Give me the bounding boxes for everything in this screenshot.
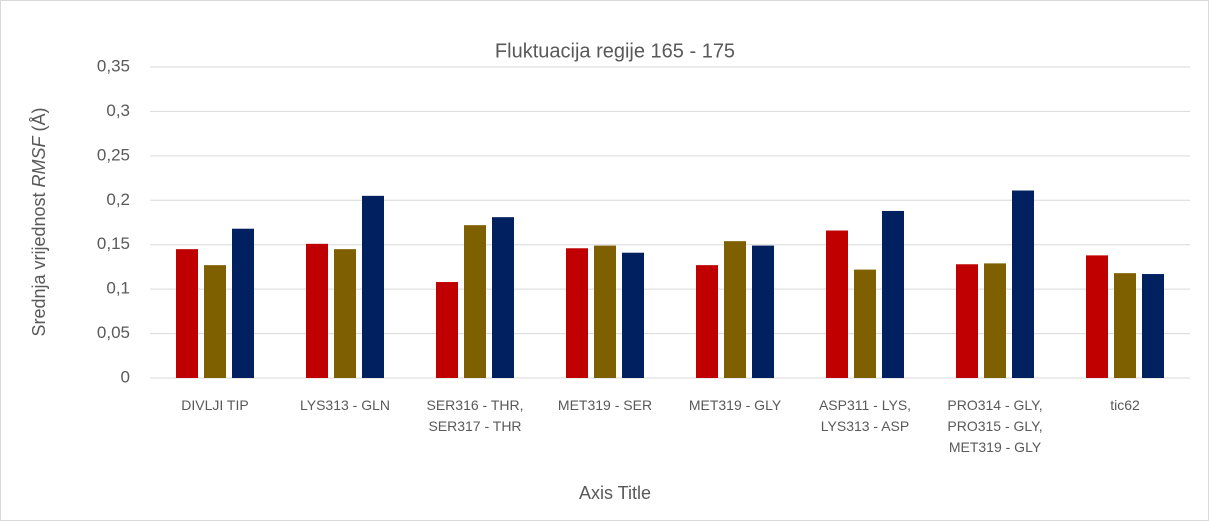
y-tick-label: 0,2: [106, 190, 130, 209]
bar: [696, 265, 718, 378]
bar: [176, 249, 198, 378]
bar: [882, 210, 904, 378]
y-tick-label: 0,25: [97, 145, 130, 164]
y-tick-label: 0,15: [97, 234, 130, 253]
x-tick-label: ASP311 - LYS, LYS313 - ASP: [818, 397, 912, 434]
bar: [306, 243, 328, 378]
bar: [594, 245, 616, 378]
bar: [204, 265, 226, 378]
bar: [232, 228, 254, 378]
bar: [622, 252, 644, 378]
y-tick-label: 0,1: [106, 279, 130, 298]
x-tick-label: tic62: [1110, 397, 1140, 413]
y-axis-title-part: Srednja vrijednost: [29, 187, 49, 336]
bar: [724, 241, 746, 378]
y-tick-label: 0,3: [106, 101, 130, 120]
bar: [362, 195, 384, 378]
x-tick-label: MET319 - GLY: [688, 397, 782, 413]
x-tick-label: DIVLJI TIP: [181, 397, 249, 413]
bar: [1142, 274, 1164, 378]
x-tick-label: PRO314 - GLY, PRO315 - GLY, MET319 - GLY: [947, 397, 1043, 455]
bar: [492, 217, 514, 378]
bar: [854, 269, 876, 378]
x-tick-label: MET319 - SER: [557, 397, 653, 413]
x-tick-label: SER316 - THR, SER317 - THR: [426, 397, 524, 434]
y-tick-label: 0: [121, 367, 130, 386]
bar: [436, 282, 458, 378]
x-axis-title: Axis Title: [579, 483, 651, 503]
bar: [752, 245, 774, 378]
y-axis-title-part: (Å): [29, 107, 49, 136]
y-axis-title-part: RMSF: [29, 135, 49, 187]
chart-title: Fluktuacija regije 165 - 175: [495, 40, 735, 62]
bar: [1012, 190, 1034, 378]
bar: [1086, 255, 1108, 378]
x-tick-label: LYS313 - GLN: [299, 397, 390, 413]
bar: [566, 248, 588, 378]
y-tick-label: 0,35: [97, 56, 130, 75]
y-axis-title: Srednja vrijednost RMSF (Å): [29, 107, 49, 336]
bar: [464, 225, 486, 378]
bar: [334, 249, 356, 378]
bar: [826, 230, 848, 378]
y-tick-label: 0,05: [97, 323, 130, 342]
bar: [984, 263, 1006, 378]
bar: [1114, 273, 1136, 378]
bar: [956, 264, 978, 378]
